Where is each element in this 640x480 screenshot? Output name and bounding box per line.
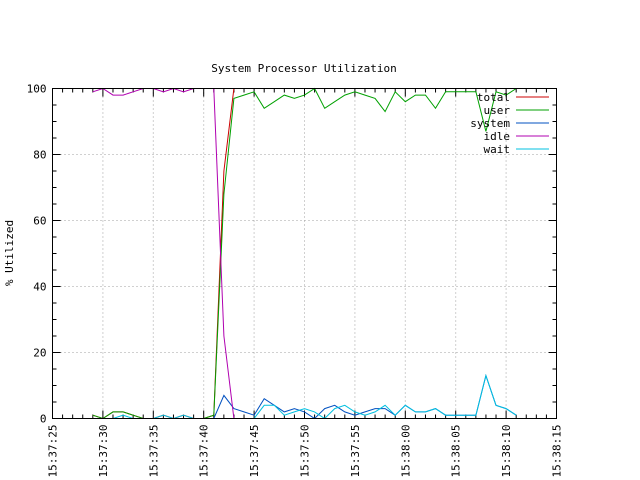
y-tick-label: 20 bbox=[33, 347, 46, 360]
x-tick-label: 15:38:00 bbox=[399, 425, 412, 478]
x-tick-label: 15:37:30 bbox=[97, 425, 110, 478]
series-line-wait bbox=[92, 373, 517, 420]
x-tick-label: 15:37:25 bbox=[47, 425, 60, 478]
y-tick-label: 100 bbox=[27, 83, 47, 96]
plot-frame bbox=[52, 88, 557, 419]
y-tick-label: 60 bbox=[33, 215, 46, 228]
x-tick-label: 15:37:45 bbox=[248, 425, 261, 478]
x-tick-label: 15:38:15 bbox=[551, 425, 564, 478]
y-tick-label: 40 bbox=[33, 281, 46, 294]
chart-title: System Processor Utilization bbox=[211, 62, 396, 75]
legend-label-system: system bbox=[470, 117, 510, 130]
legend-label-user: user bbox=[484, 104, 511, 117]
grid-lines bbox=[52, 88, 557, 419]
x-tick-label: 15:37:55 bbox=[349, 425, 362, 478]
y-axis-label: % Utilized bbox=[3, 220, 16, 286]
x-tick-label: 15:38:10 bbox=[500, 424, 513, 477]
x-tick-label: 15:38:05 bbox=[450, 425, 463, 478]
x-tick-label: 15:37:35 bbox=[147, 425, 160, 478]
legend-label-idle: idle bbox=[484, 130, 511, 143]
x-tick-label: 15:37:40 bbox=[198, 425, 211, 478]
legend-label-wait: wait bbox=[484, 143, 511, 156]
y-tick-label: 80 bbox=[33, 149, 46, 162]
legend-label-total: total bbox=[477, 91, 510, 104]
x-tick-label: 15:37:50 bbox=[299, 425, 312, 478]
y-tick-label: 0 bbox=[40, 413, 47, 426]
